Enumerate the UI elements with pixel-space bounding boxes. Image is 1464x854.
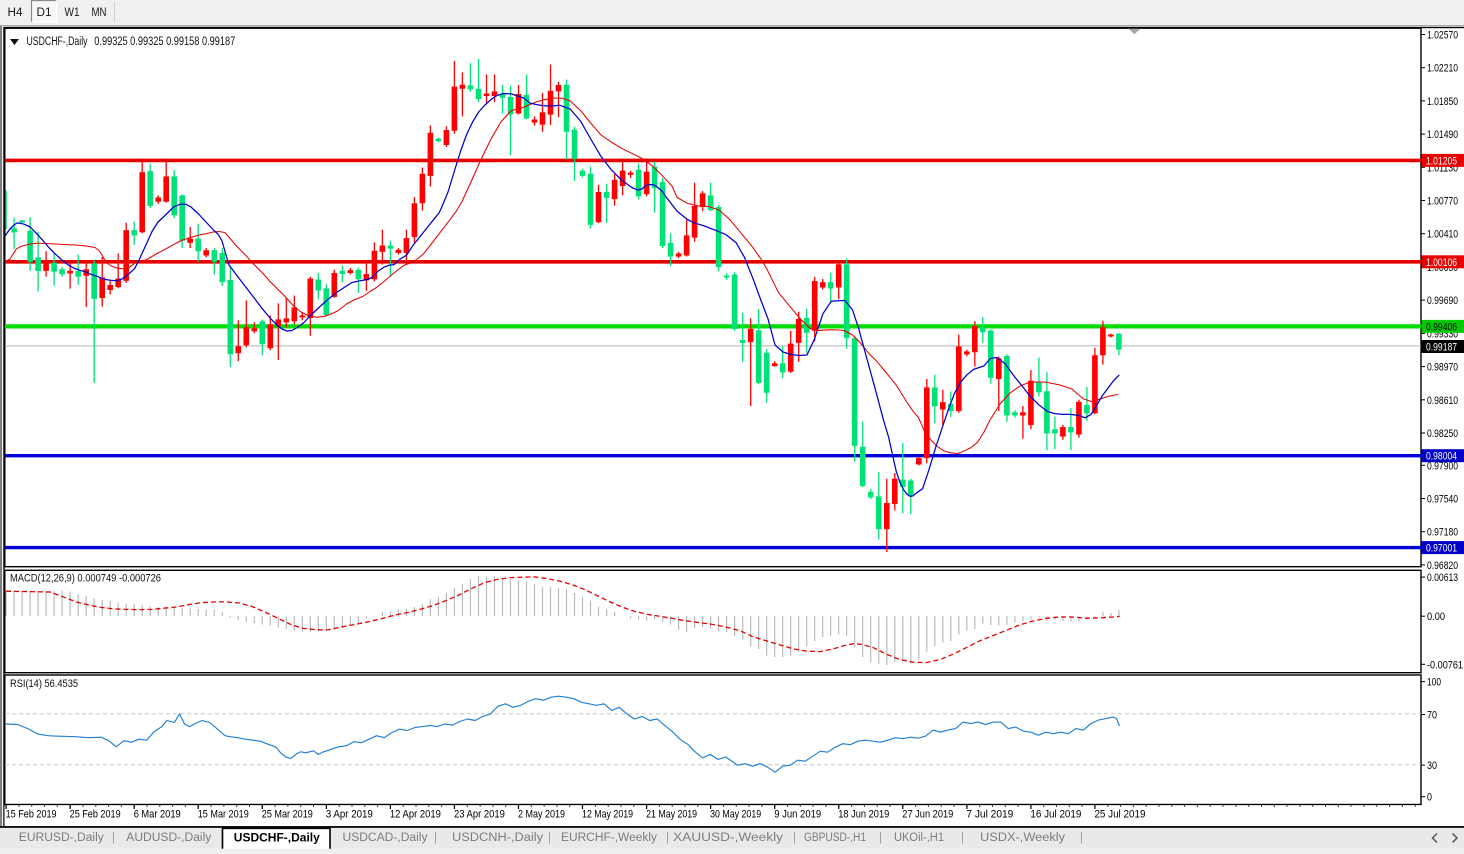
svg-text:21 May 2019: 21 May 2019 [646,809,697,821]
svg-text:1.00106: 1.00106 [1426,257,1457,269]
svg-text:USDCNH-,Daily: USDCNH-,Daily [452,832,543,844]
svg-text:|: | [879,832,882,844]
svg-text:GBPUSD-,H1: GBPUSD-,H1 [804,832,866,844]
svg-text:|: | [961,832,964,844]
svg-text:EURUSD-,Daily: EURUSD-,Daily [19,832,104,844]
svg-text:18 Jun 2019: 18 Jun 2019 [838,809,889,821]
svg-text:25 Jul 2019: 25 Jul 2019 [1094,809,1145,821]
svg-text:2 May 2019: 2 May 2019 [518,809,565,821]
svg-text:|: | [434,832,437,844]
svg-text:EURCHF-,Weekly: EURCHF-,Weekly [561,832,657,844]
svg-text:12 May 2019: 12 May 2019 [582,809,633,821]
svg-text:70: 70 [1427,710,1437,722]
svg-text:12 Apr 2019: 12 Apr 2019 [390,809,441,821]
svg-text:25 Feb 2019: 25 Feb 2019 [70,809,121,821]
svg-text:XAUUSD-,Weekly: XAUUSD-,Weekly [673,832,783,844]
svg-text:0.99406: 0.99406 [1426,321,1457,333]
svg-text:30: 30 [1427,760,1437,772]
svg-text:0.00: 0.00 [1427,611,1445,623]
svg-text:1.00410: 1.00410 [1427,229,1458,241]
svg-text:RSI(14) 56.4535: RSI(14) 56.4535 [10,678,78,690]
svg-text:|: | [548,832,551,844]
svg-text:D1: D1 [37,7,52,19]
svg-text:MACD(12,26,9) 0.000749 -0.0007: MACD(12,26,9) 0.000749 -0.000726 [10,573,161,585]
svg-text:100: 100 [1427,677,1441,689]
svg-text:H4: H4 [8,7,24,19]
svg-text:0.96820: 0.96820 [1427,560,1458,572]
svg-text:0.99325 0.99325 0.99158 0.9918: 0.99325 0.99325 0.99158 0.99187 [94,36,235,48]
svg-text:0.97180: 0.97180 [1427,527,1458,539]
svg-text:|: | [793,832,796,844]
svg-text:0.97900: 0.97900 [1427,460,1458,472]
svg-text:1.02210: 1.02210 [1427,63,1458,75]
svg-text:7 Jul 2019: 7 Jul 2019 [966,809,1013,821]
svg-text:AUDUSD-,Daily: AUDUSD-,Daily [126,832,211,844]
svg-text:1.01850: 1.01850 [1427,96,1458,108]
svg-text:0.98004: 0.98004 [1426,451,1457,463]
svg-text:15 Mar 2019: 15 Mar 2019 [198,809,249,821]
svg-text:UKOil-,H1: UKOil-,H1 [894,832,944,844]
svg-text:27 Jun 2019: 27 Jun 2019 [902,809,953,821]
svg-text:USDCHF-,Daily: USDCHF-,Daily [234,833,321,845]
svg-text:3 Apr 2019: 3 Apr 2019 [326,809,373,821]
svg-text:1.00770: 1.00770 [1427,196,1458,208]
svg-text:W1: W1 [65,7,80,19]
svg-text:0.97001: 0.97001 [1426,543,1457,555]
svg-text:23 Apr 2019: 23 Apr 2019 [454,809,505,821]
svg-text:0.98610: 0.98610 [1427,395,1458,407]
svg-text:1.01490: 1.01490 [1427,129,1458,141]
svg-text:MN: MN [92,7,107,19]
svg-text:6 Mar 2019: 6 Mar 2019 [134,809,181,821]
svg-text:0: 0 [1427,792,1432,804]
svg-text:16 Jul 2019: 16 Jul 2019 [1030,809,1081,821]
svg-text:15 Feb 2019: 15 Feb 2019 [6,809,57,821]
svg-text:-0.00761: -0.00761 [1427,659,1463,671]
svg-text:0.98970: 0.98970 [1427,362,1458,374]
svg-text:25 Mar 2019: 25 Mar 2019 [262,809,313,821]
svg-text:USDCHF-,Daily: USDCHF-,Daily [27,36,88,48]
svg-text:1.02570: 1.02570 [1427,30,1458,42]
svg-text:|: | [112,832,115,844]
svg-text:|: | [666,832,669,844]
svg-text:9 Jun 2019: 9 Jun 2019 [774,809,821,821]
svg-text:1.01205: 1.01205 [1426,155,1457,167]
svg-text:USDX-,Weekly: USDX-,Weekly [980,832,1065,844]
svg-text:0.97540: 0.97540 [1427,494,1458,506]
svg-text:0.00613: 0.00613 [1427,572,1458,584]
svg-text:0.98250: 0.98250 [1427,428,1458,440]
svg-text:0.99690: 0.99690 [1427,295,1458,307]
svg-text:30 May 2019: 30 May 2019 [710,809,761,821]
svg-text:|: | [1080,832,1083,844]
svg-text:0.99187: 0.99187 [1426,342,1457,354]
svg-text:USDCAD-,Daily: USDCAD-,Daily [343,832,428,844]
